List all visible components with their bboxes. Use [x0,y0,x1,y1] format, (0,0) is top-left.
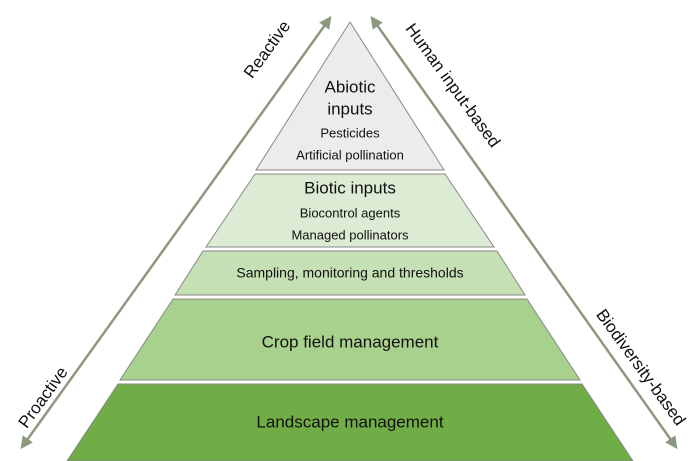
layer-title: Sampling, monitoring and thresholds [236,265,463,281]
layer-item: Pesticides [320,125,380,140]
layer-title: Landscape management [256,412,443,431]
layer-item: Artificial pollination [296,147,404,162]
layer-title: Biotic inputs [304,178,396,197]
layer-item: Biocontrol agents [300,205,401,220]
left-arrow [20,15,332,450]
layer-title: Abiotic [324,77,376,96]
layer-title: Crop field management [262,332,439,351]
layer-title: inputs [327,99,372,118]
side-label: Biodiversity-based [592,306,689,430]
side-label: Reactive [240,17,294,82]
right-arrow [370,15,678,450]
layer-item: Managed pollinators [291,227,409,242]
side-label: Proactive [15,363,72,432]
